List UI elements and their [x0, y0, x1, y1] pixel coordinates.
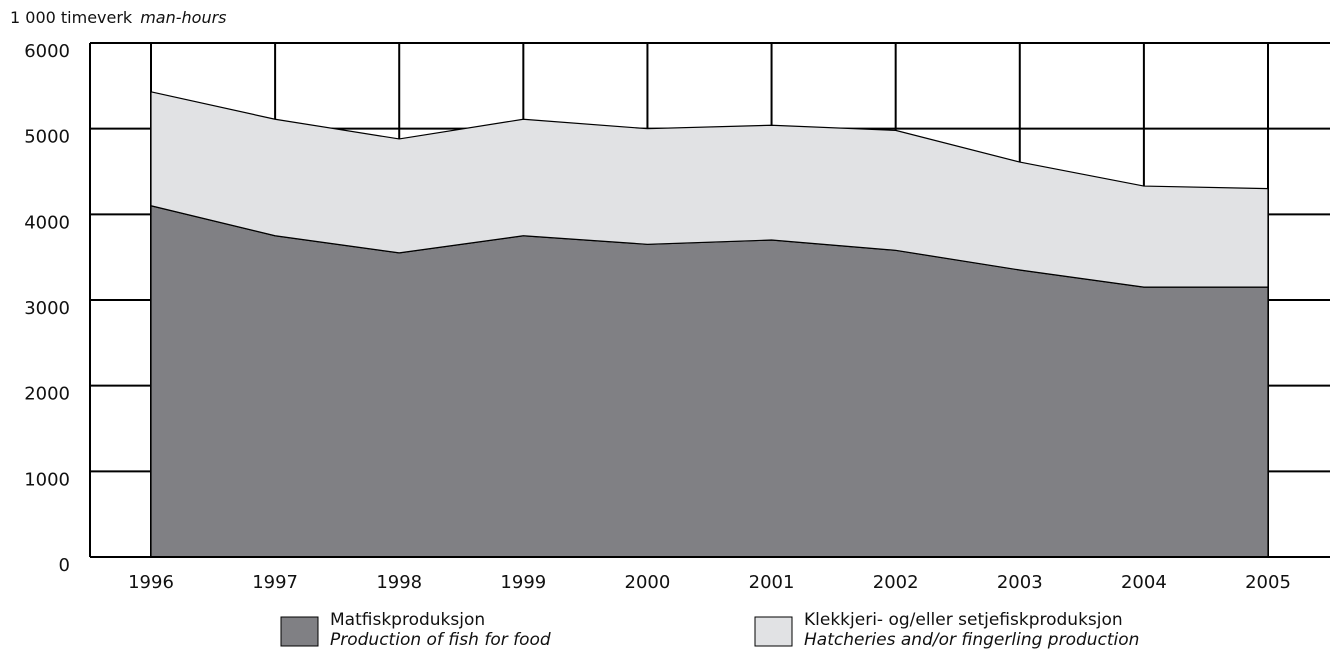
x-tick-label: 2001	[749, 572, 795, 593]
y-axis-label: 1 000 timeverk man-hours	[10, 8, 227, 27]
x-tick-label: 2003	[997, 572, 1043, 593]
y-label: 1 000 timeverk	[10, 8, 133, 27]
y-tick-label: 3000	[24, 298, 70, 319]
y-tick-label: 5000	[24, 127, 70, 148]
legend-label-en: Hatcheries and/or fingerling production	[804, 630, 1139, 650]
y-tick-label: 1000	[24, 469, 70, 490]
y-tick-label: 6000	[24, 41, 70, 62]
x-tick-label: 1999	[500, 572, 546, 593]
axes: 0 1000 2000 3000 4000 5000 6000 1996 1997 1998 199…	[24, 41, 1330, 593]
x-tick-label: 1998	[376, 572, 422, 593]
x-tick-label: 1997	[252, 572, 298, 593]
legend-label: Matfiskproduksjon	[330, 610, 485, 630]
x-tick-label: 2002	[873, 572, 919, 593]
legend-swatch	[754, 616, 793, 647]
x-tick-label: 2005	[1245, 572, 1291, 593]
legend-label-en: Production of fish for food	[330, 630, 551, 650]
y-tick-label: 0	[59, 555, 70, 576]
y-tick-label: 4000	[24, 212, 70, 233]
area	[150, 91, 1269, 288]
legend-swatch	[280, 616, 319, 647]
y-tick-label: 2000	[24, 384, 70, 405]
x-tick-label: 1996	[128, 572, 174, 593]
y-label-en: man-hours	[140, 8, 226, 27]
x-tick-label: 2000	[625, 572, 671, 593]
x-tick-label: 2004	[1121, 572, 1167, 593]
areas	[150, 91, 1269, 558]
legend-label: Klekkjeri- og/eller setjefiskproduksjon	[804, 610, 1123, 630]
